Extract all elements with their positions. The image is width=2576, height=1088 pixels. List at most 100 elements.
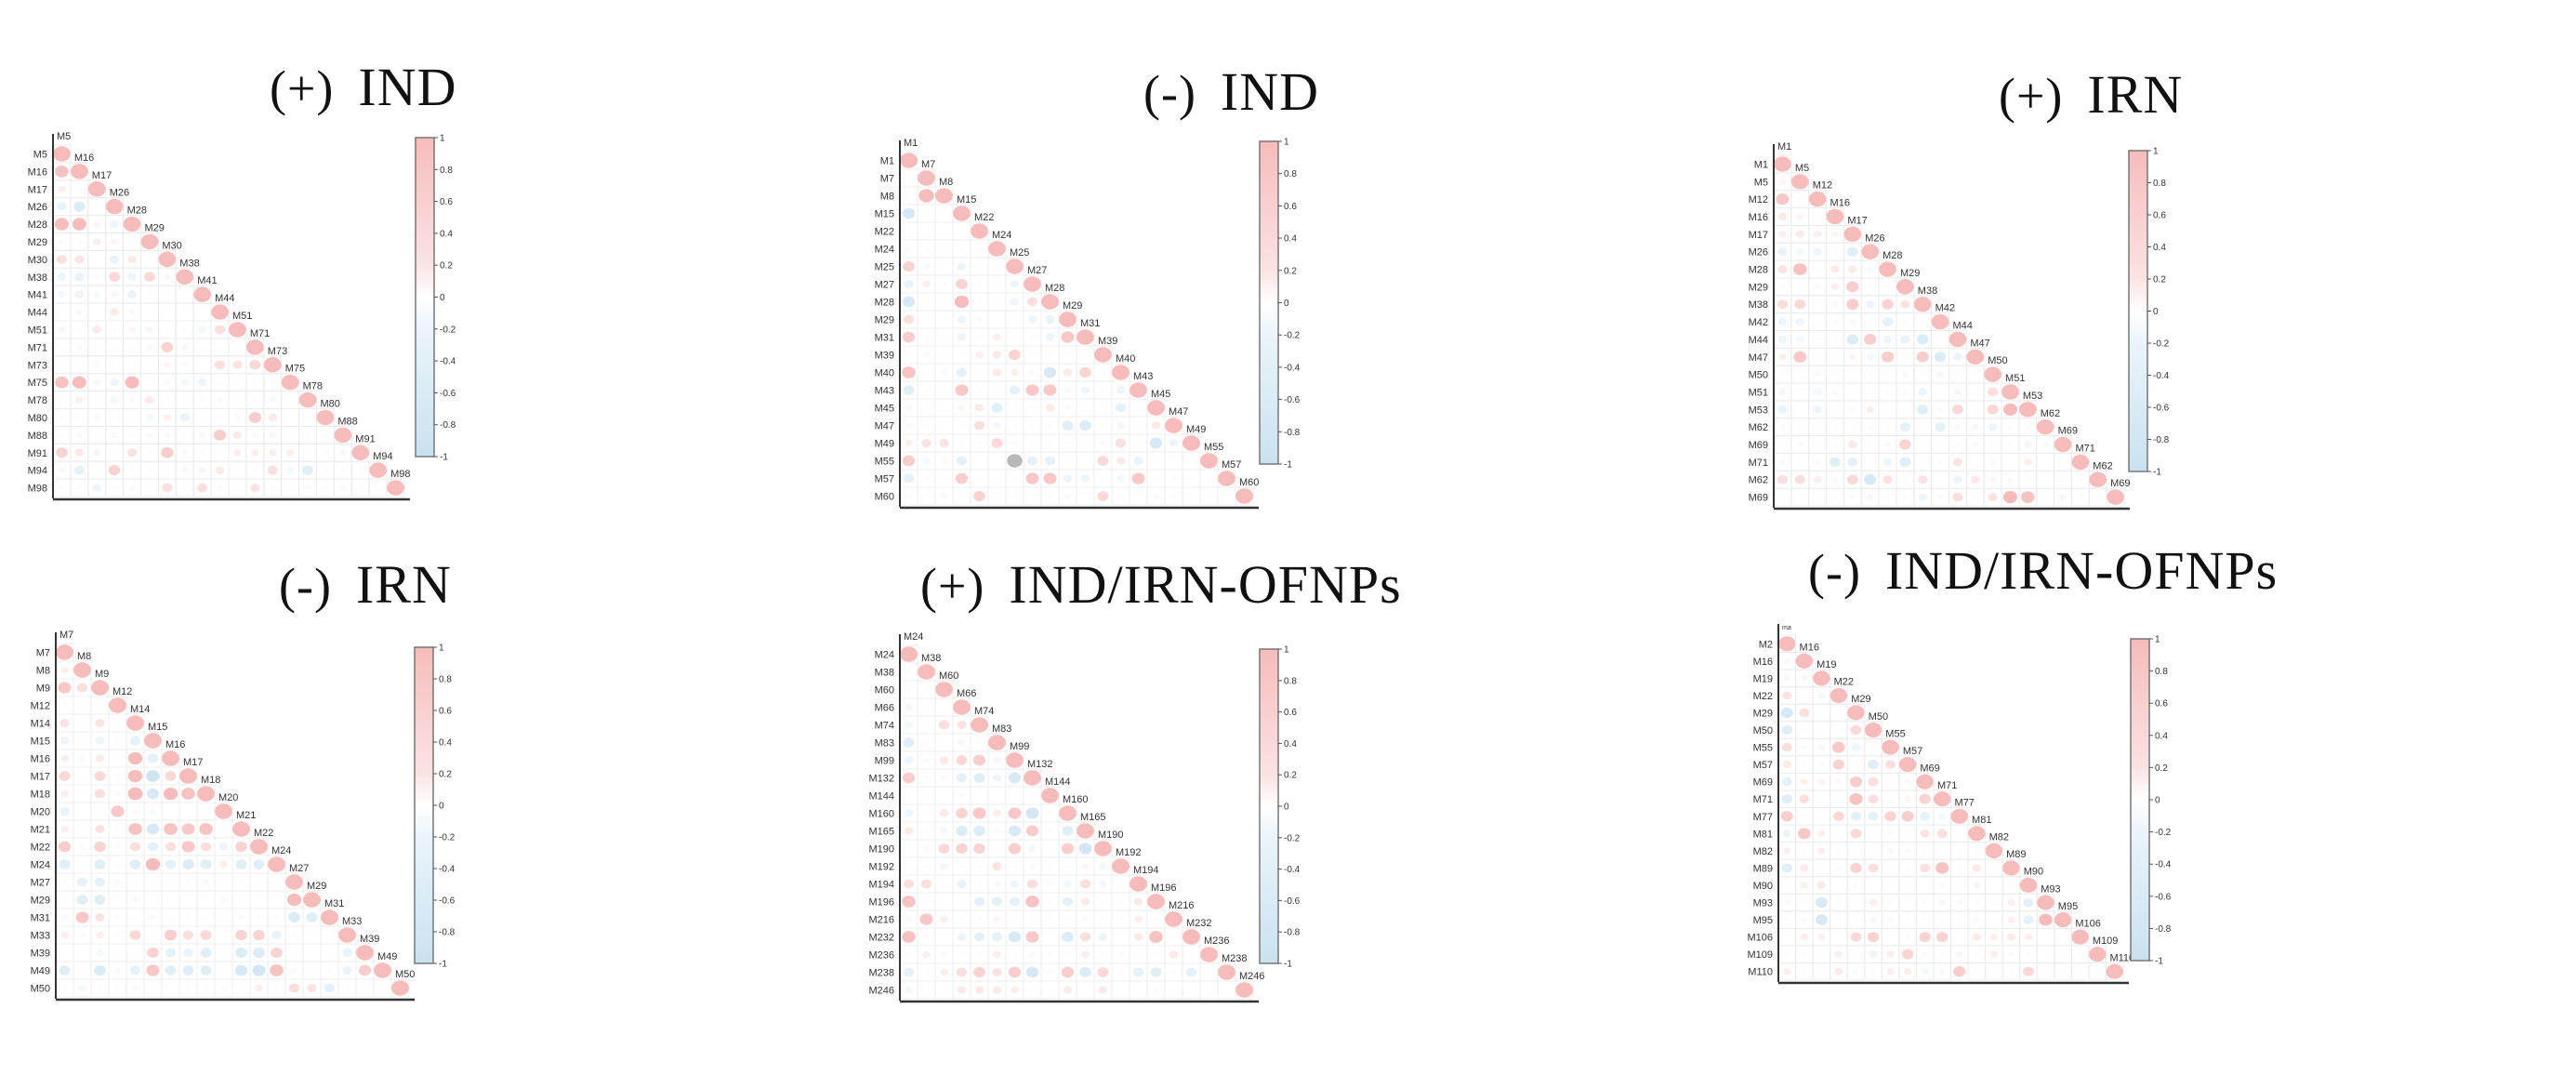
correlation-circle bbox=[923, 757, 930, 763]
correlation-circle bbox=[1867, 372, 1873, 378]
correlation-circle bbox=[1954, 424, 1962, 430]
correlation-circle bbox=[1815, 267, 1820, 272]
row-label: M78 bbox=[28, 395, 47, 406]
correlation-circle bbox=[1920, 442, 1926, 447]
column-label: M9 bbox=[95, 669, 109, 680]
correlation-circle bbox=[1782, 761, 1791, 769]
correlation-circle bbox=[1009, 349, 1021, 361]
diagonal-circle bbox=[162, 750, 179, 766]
diagonal-circle bbox=[2071, 929, 2089, 945]
column-label: M33 bbox=[342, 916, 362, 927]
correlation-circle bbox=[1900, 335, 1910, 344]
row-label: M18 bbox=[31, 789, 50, 801]
diagonal-circle bbox=[1235, 982, 1253, 998]
correlation-circle bbox=[958, 352, 965, 357]
correlation-circle bbox=[147, 379, 152, 385]
row-label: M19 bbox=[1753, 673, 1773, 684]
correlation-circle bbox=[110, 396, 119, 404]
correlation-circle bbox=[1905, 848, 1911, 854]
correlation-circle bbox=[161, 341, 174, 352]
panel-title: (+) IND bbox=[270, 56, 457, 118]
correlation-circle bbox=[55, 376, 69, 389]
correlation-circle bbox=[1011, 476, 1018, 481]
diagonal-circle bbox=[1112, 365, 1129, 380]
diagonal-circle bbox=[53, 146, 71, 162]
row-label: M1 bbox=[880, 156, 894, 167]
diagonal-circle bbox=[1112, 858, 1129, 874]
correlation-circle bbox=[1953, 966, 1966, 977]
correlation-circle bbox=[362, 986, 368, 990]
column-label: M238 bbox=[1222, 953, 1248, 964]
correlation-circle bbox=[1988, 476, 1997, 483]
correlation-circle bbox=[270, 379, 276, 385]
correlation-circle bbox=[95, 736, 105, 745]
correlation-circle bbox=[126, 448, 138, 458]
correlation-circle bbox=[59, 310, 65, 315]
correlation-circle bbox=[1887, 847, 1895, 855]
row-label: M60 bbox=[875, 492, 894, 503]
row-label: M16 bbox=[1749, 212, 1768, 223]
correlation-circle bbox=[1082, 916, 1089, 922]
correlation-circle bbox=[95, 824, 105, 834]
correlation-circle bbox=[1061, 331, 1075, 343]
correlation-circle bbox=[923, 988, 930, 992]
diagonal-circle bbox=[1984, 366, 2001, 382]
correlation-circle bbox=[1783, 968, 1791, 975]
column-label: M82 bbox=[1989, 832, 2009, 843]
correlation-circle bbox=[994, 846, 1000, 851]
correlation-circle bbox=[114, 756, 121, 761]
correlation-circle bbox=[58, 290, 66, 299]
correlation-circle bbox=[163, 787, 178, 801]
correlation-circle bbox=[1813, 405, 1822, 414]
correlation-circle bbox=[128, 823, 142, 835]
colorbar-tick-label: 0.2 bbox=[1284, 266, 1297, 276]
correlation-circle bbox=[994, 494, 1000, 498]
correlation-circle bbox=[96, 931, 104, 939]
row-label: M5 bbox=[1754, 177, 1768, 188]
correlation-circle bbox=[165, 965, 177, 975]
correlation-circle bbox=[1188, 458, 1195, 463]
correlation-circle bbox=[1817, 934, 1826, 941]
row-label: M39 bbox=[875, 351, 894, 362]
correlation-circle bbox=[1937, 477, 1943, 483]
colorbar-tick-label: 0.2 bbox=[439, 770, 452, 780]
correlation-circle bbox=[305, 450, 310, 456]
correlation-circle bbox=[923, 370, 930, 375]
column-label-top: M1 bbox=[904, 138, 918, 149]
correlation-circle bbox=[1899, 439, 1911, 450]
colorbar-tick-label: -0.8 bbox=[1284, 928, 1301, 938]
correlation-circle bbox=[1851, 743, 1861, 751]
correlation-circle bbox=[1974, 969, 1980, 975]
correlation-circle bbox=[59, 859, 71, 869]
diagonal-circle bbox=[140, 233, 159, 250]
row-label: M74 bbox=[875, 721, 894, 732]
correlation-circle bbox=[165, 859, 177, 869]
correlation-circle bbox=[903, 260, 915, 272]
correlation-circle bbox=[1870, 745, 1876, 750]
correlation-circle bbox=[2025, 477, 2031, 483]
correlation-circle bbox=[994, 264, 1000, 269]
column-label-top: M1 bbox=[1777, 141, 1791, 153]
correlation-circle bbox=[1850, 724, 1862, 736]
correlation-circle bbox=[145, 857, 161, 871]
row-label: M194 bbox=[868, 880, 894, 891]
correlation-circle bbox=[1887, 830, 1894, 837]
correlation-circle bbox=[75, 911, 89, 923]
correlation-circle bbox=[923, 423, 930, 428]
correlation-circle bbox=[1902, 406, 1909, 412]
colorbar: 10.80.60.40.20-0.2-0.4-0.6-0.8-1 bbox=[2128, 147, 2170, 478]
correlation-circle bbox=[1025, 807, 1039, 819]
correlation-circle bbox=[59, 485, 65, 491]
panel-title: (+) IND/IRN-OFNPs bbox=[920, 553, 1402, 616]
correlation-circle bbox=[1815, 442, 1820, 447]
diagonal-circle bbox=[285, 874, 303, 890]
correlation-circle bbox=[1818, 969, 1825, 975]
correlation-circle bbox=[905, 494, 912, 498]
correlation-circle bbox=[992, 967, 1002, 977]
correlation-circle bbox=[1867, 424, 1873, 430]
correlation-circle bbox=[1011, 494, 1018, 498]
correlation-circle bbox=[323, 450, 328, 456]
correlation-circle bbox=[1867, 932, 1880, 943]
correlation-circle bbox=[1047, 441, 1053, 445]
column-label: M17 bbox=[183, 757, 203, 768]
